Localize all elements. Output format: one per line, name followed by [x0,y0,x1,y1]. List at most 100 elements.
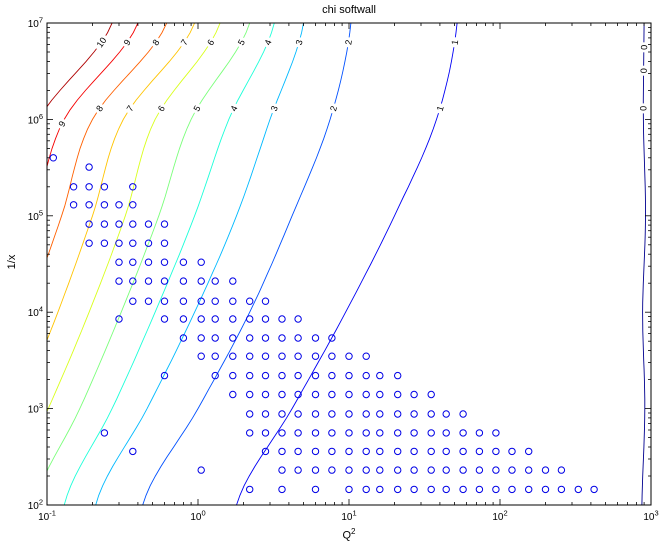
data-point [246,390,254,399]
data-point [197,352,205,360]
plot-background [47,23,651,505]
data-point [100,220,109,228]
data-point [246,334,254,342]
data-point [100,201,109,209]
data-point [278,334,286,342]
data-point [229,315,237,323]
data-point [394,429,402,437]
data-point [129,220,137,228]
data-point [362,371,370,380]
data-point [442,410,450,418]
data-point [211,297,219,305]
data-point [85,220,93,228]
data-point [590,485,598,494]
svg-text:0: 0 [639,106,649,111]
data-point [311,410,320,418]
data-point [410,429,418,437]
x-axis-label-base: Q [342,529,352,542]
data-point [129,277,137,285]
data-point [459,410,467,418]
data-point [345,390,353,399]
data-point [246,297,254,305]
contour-label-6: 6 [203,35,218,50]
data-point [525,447,533,456]
contour-labels: 0 0 0 1 1 2 2 3 3 4 4 5 5 6 6 7 7 8 8 9 9 10 [54,32,650,131]
data-point [492,485,500,494]
data-point [376,371,384,380]
y-tick-label: 103 [28,401,43,416]
svg-text:1: 1 [450,39,461,45]
data-point [85,239,93,247]
contour-label-4: 4 [260,35,275,50]
contour-level-5 [47,23,251,472]
data-point [475,429,484,437]
svg-text:4: 4 [263,38,274,46]
data-point [442,429,450,437]
data-point [328,429,336,437]
data-point [311,390,320,399]
data-point [311,352,320,360]
data-point [144,258,153,266]
data-point [394,485,402,494]
svg-text:2: 2 [343,39,354,46]
data-point [197,297,205,305]
x-axis-label: Q2 [47,527,651,542]
svg-text:2: 2 [328,105,339,113]
data-point [211,315,219,323]
data-point [394,371,402,380]
data-point [246,371,254,380]
data-point [459,485,467,494]
svg-text:0: 0 [639,45,649,50]
contour-label-7: 7 [122,101,138,116]
data-point [229,277,237,285]
data-point [427,447,435,456]
data-point [475,466,484,474]
contour-level-4 [63,23,275,505]
data-point [311,371,320,380]
contour-label-1: 1 [448,36,461,49]
data-point [427,485,435,494]
data-point [160,277,169,285]
contour-level-2 [142,23,352,505]
data-point [160,371,169,380]
contour-level-10 [47,23,113,108]
data-point [261,390,270,399]
x-tick-label: 101 [341,509,356,524]
data-point [362,485,370,494]
data-point [69,183,78,191]
x-tick-label: 100 [190,509,205,524]
data-point [294,352,302,360]
svg-text:3: 3 [294,39,305,47]
svg-text:5: 5 [191,104,202,113]
data-point [362,410,370,418]
data-point [211,334,219,342]
contour-level-3 [95,23,304,505]
data-point [197,277,205,285]
data-point [311,466,320,474]
data-point [160,258,169,266]
data-point [362,390,370,399]
data-point [246,485,254,494]
data-point [394,410,402,418]
data-point [294,447,302,456]
contour-label-5: 5 [189,101,205,116]
data-point [328,447,336,456]
data-point [345,410,353,418]
data-point [229,352,237,360]
data-point [229,297,237,305]
data-point [508,485,516,494]
data-point [69,201,78,209]
data-point [525,466,533,474]
contour-level-9 [47,23,139,169]
data-point [442,485,450,494]
data-point [328,410,336,418]
contour-level-8 [47,23,168,260]
data-point [278,371,286,380]
data-point [278,485,286,494]
data-point [427,429,435,437]
contour-label-8: 8 [92,101,107,116]
data-point [246,352,254,360]
data-point [541,485,550,494]
data-point [115,220,123,228]
